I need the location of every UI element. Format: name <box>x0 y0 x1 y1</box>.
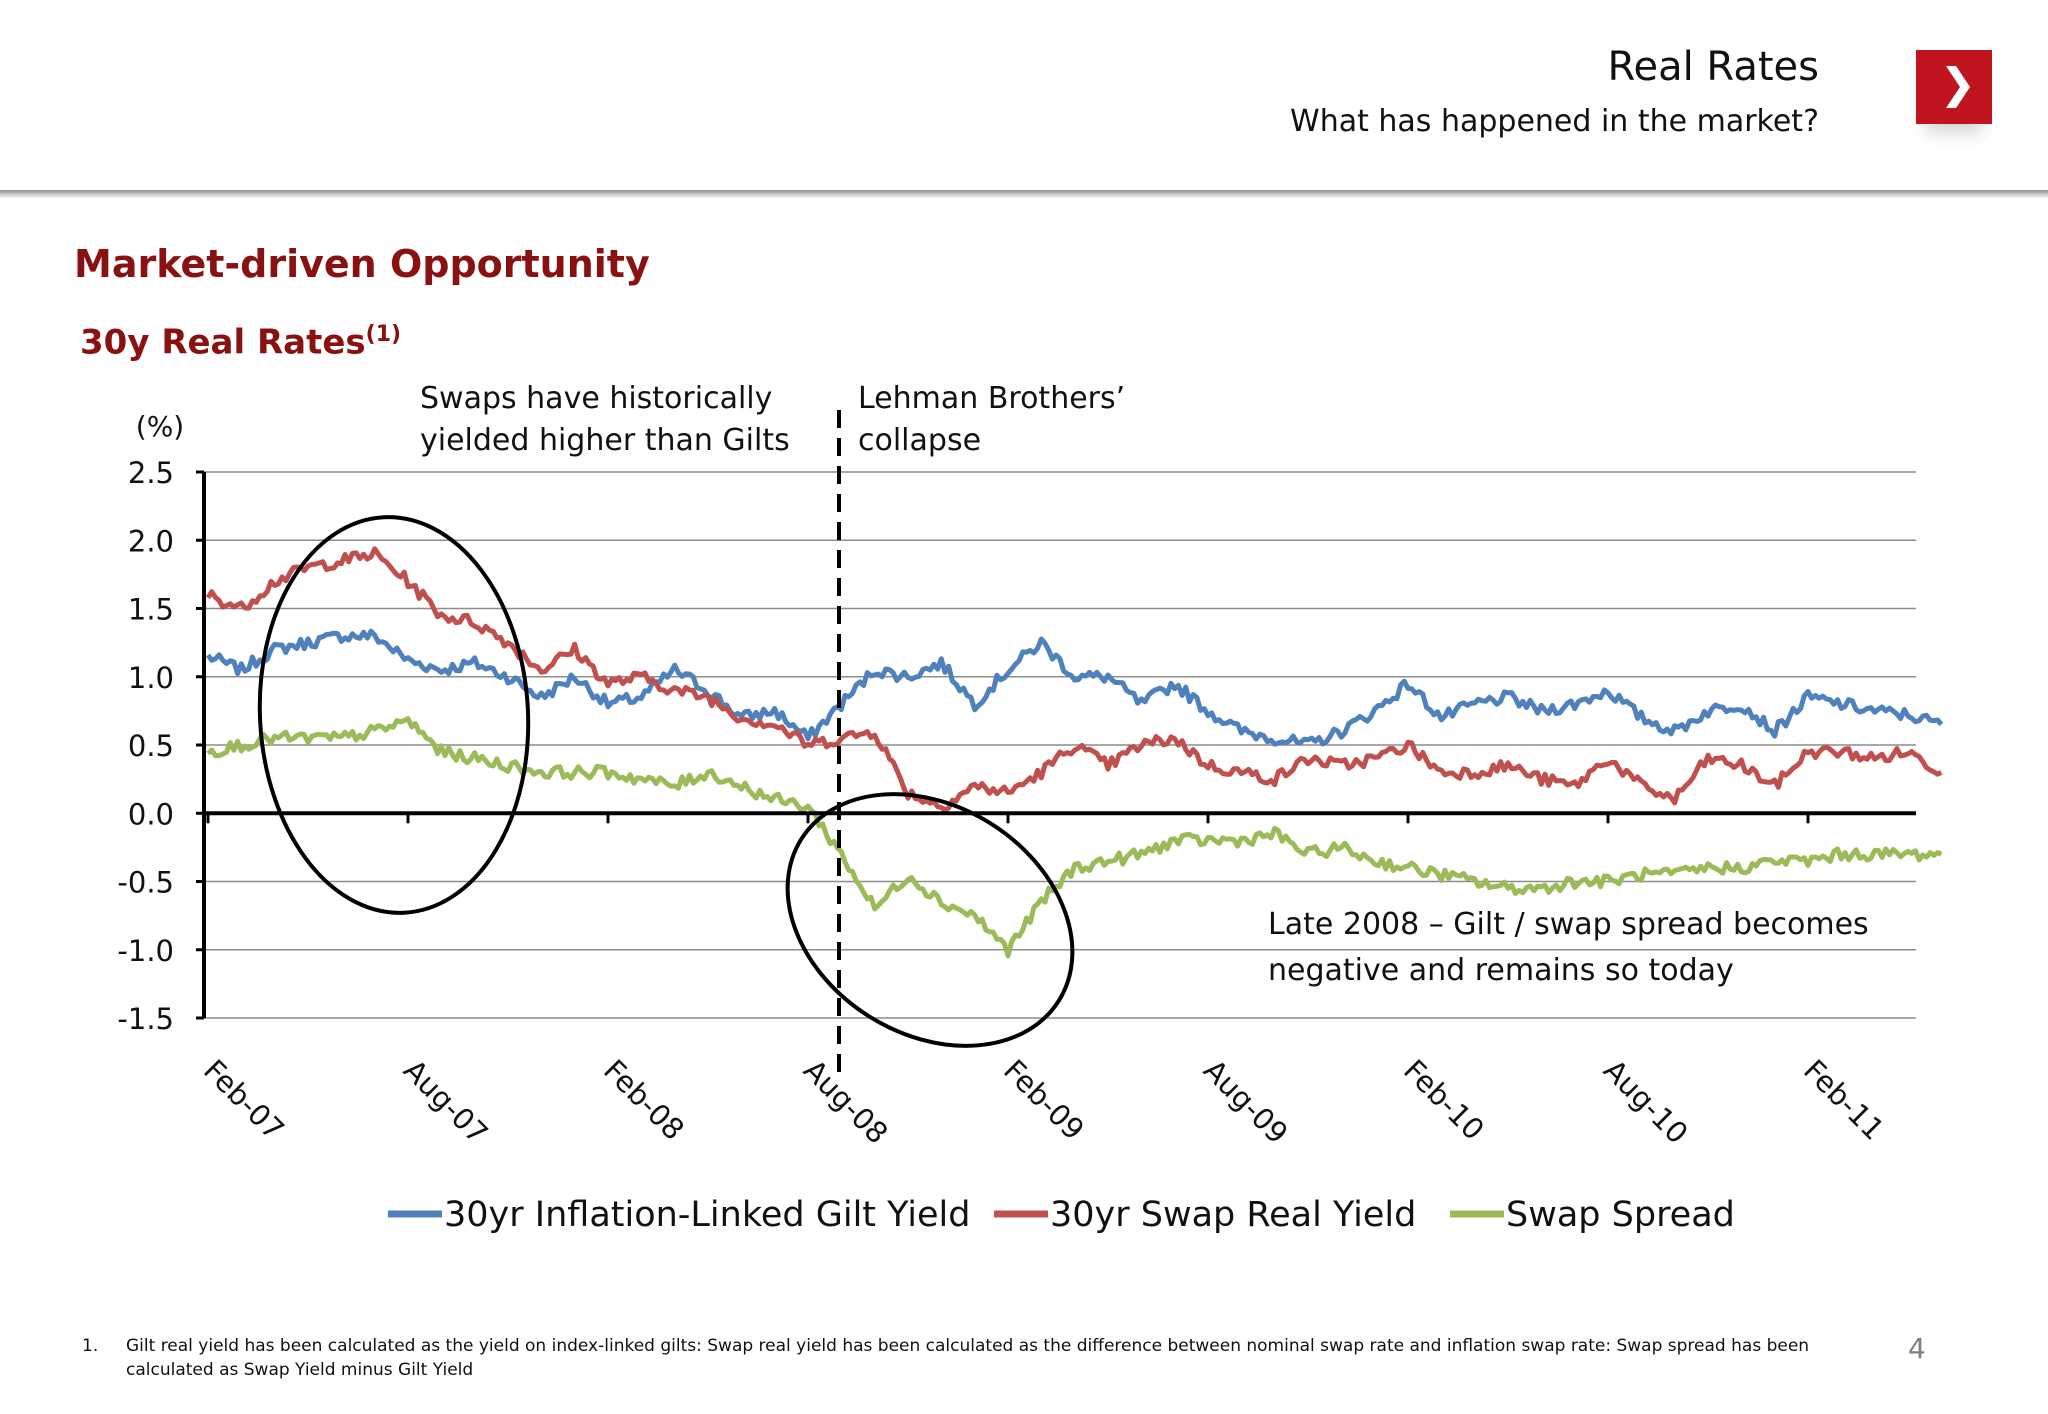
x-tick-label: Aug-10 <box>1597 1053 1695 1151</box>
y-axis-label: (%) <box>136 410 184 443</box>
header-divider <box>0 190 2048 198</box>
brand-logo <box>1916 50 1992 124</box>
x-tick-label: Aug-07 <box>397 1053 495 1151</box>
legend-item-spread: Swap Spread <box>1450 1195 1735 1235</box>
chevron-right-icon <box>1946 66 1970 108</box>
x-tick-label: Feb-10 <box>1397 1053 1491 1147</box>
footnote-text: Gilt real yield has been calculated as t… <box>126 1336 1810 1380</box>
y-tick-label: 1.0 <box>128 661 174 695</box>
x-tick-label: Feb-09 <box>997 1053 1091 1147</box>
swaps-highlight-ellipse <box>257 515 531 915</box>
swaps-annotation-line2: yielded higher than Gilts <box>420 423 790 458</box>
late-2008-annotation-line1: Late 2008 – Gilt / swap spread becomes <box>1268 907 1869 942</box>
y-axis-ticks: 2.5 2.0 1.5 1.0 0.5 0.0 -0.5 -1.0 -1.5 <box>117 456 204 1036</box>
legend-label-spread: Swap Spread <box>1506 1195 1735 1235</box>
y-tick-label: -0.5 <box>117 866 174 900</box>
spread-highlight-ellipse <box>785 792 1075 1048</box>
chart-title: 30y Real Rates(1) <box>80 322 401 362</box>
page-number: 4 <box>1908 1332 1926 1365</box>
series-line-swap <box>205 546 1943 813</box>
axes <box>202 472 1916 1018</box>
legend-item-swap: 30yr Swap Real Yield <box>994 1195 1416 1235</box>
lehman-annotation-line1: Lehman Brothers’ <box>858 381 1125 416</box>
slide-header: Real Rates What has happened in the mark… <box>0 0 2048 192</box>
y-tick-label: 1.5 <box>128 593 174 627</box>
legend-item-gilt: 30yr Inflation-Linked Gilt Yield <box>388 1195 971 1235</box>
chart-title-text: 30y Real Rates <box>80 322 366 363</box>
x-tick-label: Feb-11 <box>1797 1053 1891 1147</box>
late-2008-annotation-line2: negative and remains so today <box>1268 953 1734 988</box>
legend-label-swap: 30yr Swap Real Yield <box>1050 1195 1416 1235</box>
line-chart: 2.5 2.0 1.5 1.0 0.5 0.0 -0.5 -1.0 -1.5 Feb-07 Aug… <box>117 381 1944 1235</box>
series-line-gilt <box>205 628 1944 747</box>
y-tick-label: 0.5 <box>128 729 174 763</box>
chart-title-footnote-ref: (1) <box>365 322 402 347</box>
x-tick-label: Feb-07 <box>197 1053 291 1147</box>
legend: 30yr Inflation-Linked Gilt Yield 30yr Sw… <box>388 1195 1735 1235</box>
slide-subtitle: What has happened in the market? <box>1290 104 1819 139</box>
legend-label-gilt: 30yr Inflation-Linked Gilt Yield <box>444 1195 971 1235</box>
y-tick-label: 0.0 <box>128 797 174 831</box>
y-tick-label: -1.0 <box>117 934 174 968</box>
section-title: Market-driven Opportunity <box>74 242 650 286</box>
lehman-annotation-line2: collapse <box>858 423 981 458</box>
swaps-annotation-line1: Swaps have historically <box>420 381 772 416</box>
series-lines <box>205 546 1944 959</box>
y-tick-label: 2.5 <box>128 456 174 490</box>
x-tick-label: Aug-09 <box>1197 1053 1295 1151</box>
x-tick-label: Feb-08 <box>597 1053 691 1147</box>
x-tick-label: Aug-08 <box>797 1053 895 1151</box>
slide-title: Real Rates <box>1607 44 1819 90</box>
y-tick-label: 2.0 <box>128 524 174 558</box>
series-line-spread <box>206 716 1943 959</box>
y-tick-label: -1.5 <box>117 1002 174 1036</box>
footnote-number: 1. <box>82 1336 99 1356</box>
